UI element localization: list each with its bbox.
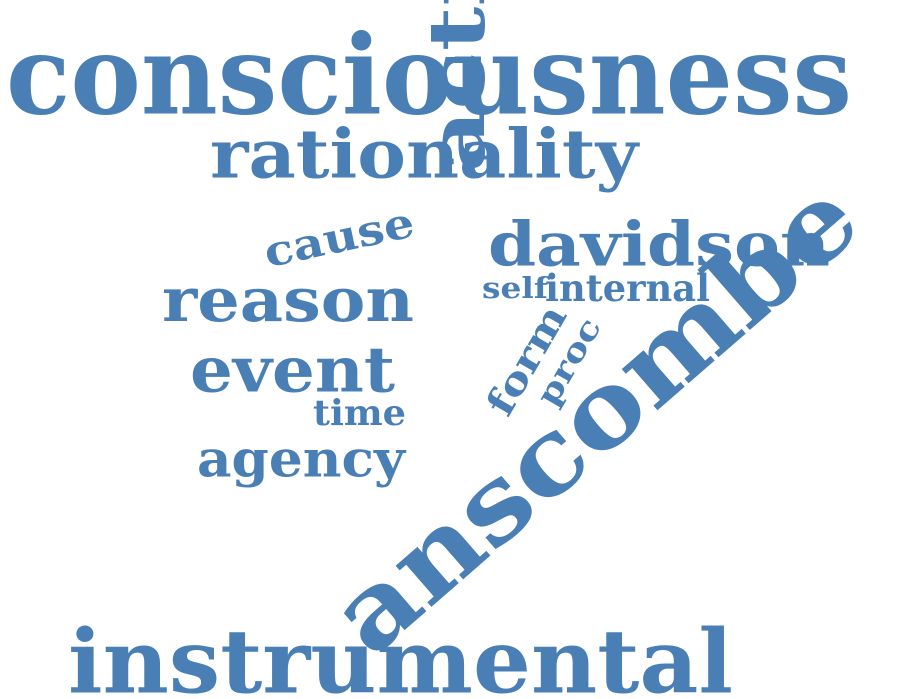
- word-self: self: [482, 270, 549, 306]
- word-agency: agency: [197, 430, 405, 490]
- word-consciousness: consciousness: [6, 10, 853, 140]
- word-event: event: [190, 333, 396, 408]
- word-davidson: davidson: [488, 208, 831, 280]
- word-time: time: [313, 392, 407, 435]
- word-rationality: rationality: [210, 115, 638, 195]
- word-internal: internal: [545, 266, 711, 311]
- word-action: action: [412, 0, 504, 172]
- word-instrumental: instrumental: [68, 609, 733, 699]
- word-reason: reason: [162, 264, 415, 336]
